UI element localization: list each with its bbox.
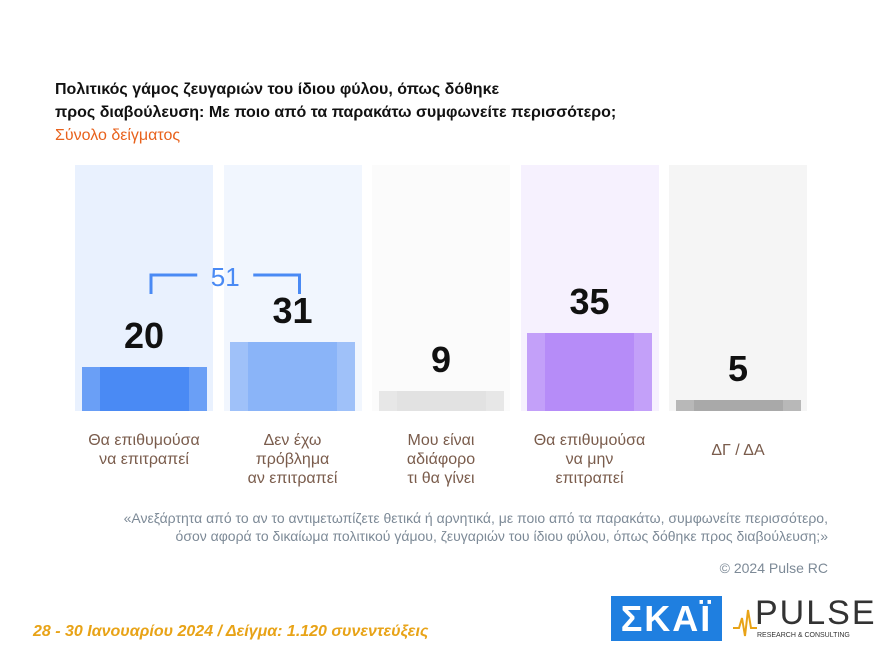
footer: 28 - 30 Ιανουαρίου 2024 / Δείγμα: 1.120 … bbox=[33, 623, 429, 640]
note: «Ανεξάρτητα από το αν το αντιμετωπίζετε … bbox=[123, 510, 828, 544]
value-label: 20 bbox=[123, 314, 165, 356]
panel bbox=[372, 165, 510, 411]
logo-pulse-line bbox=[733, 609, 757, 637]
value-label: 9 bbox=[430, 339, 452, 381]
bar bbox=[230, 342, 355, 411]
category-label: Μου είναι αδιάφορο τι θα γίνει bbox=[406, 432, 476, 487]
value-label: 35 bbox=[569, 281, 610, 323]
category-label: Δεν έχω πρόβλημα αν επιτραπεί bbox=[247, 432, 338, 487]
category-label: ΔΓ / ΔΑ bbox=[711, 442, 765, 459]
copyright: © 2024 Pulse RC bbox=[719, 560, 828, 576]
chart-subtitle: Σύνολο δείγματος bbox=[55, 127, 181, 144]
value-label: 31 bbox=[272, 290, 313, 332]
logo-right: PULSE bbox=[755, 594, 877, 632]
logo-left: ΣΚΑΪ bbox=[611, 596, 722, 641]
bar bbox=[378, 391, 504, 411]
bar bbox=[527, 333, 652, 411]
bar bbox=[81, 366, 207, 411]
category-label: Θα επιθυμούσα να μην επιτραπεί bbox=[533, 432, 646, 487]
chart-title: Πολιτικός γάμος ζευγαριών του ίδιου φύλο… bbox=[55, 81, 617, 121]
bar bbox=[675, 399, 801, 411]
logo-right-sub: RESEARCH & CONSULTING bbox=[757, 632, 850, 639]
value-label: 5 bbox=[727, 347, 749, 389]
bracket-total: 51 bbox=[210, 262, 240, 292]
panel bbox=[669, 165, 807, 411]
category-label: Θα επιθυμούσα να επιτραπεί bbox=[88, 432, 200, 468]
